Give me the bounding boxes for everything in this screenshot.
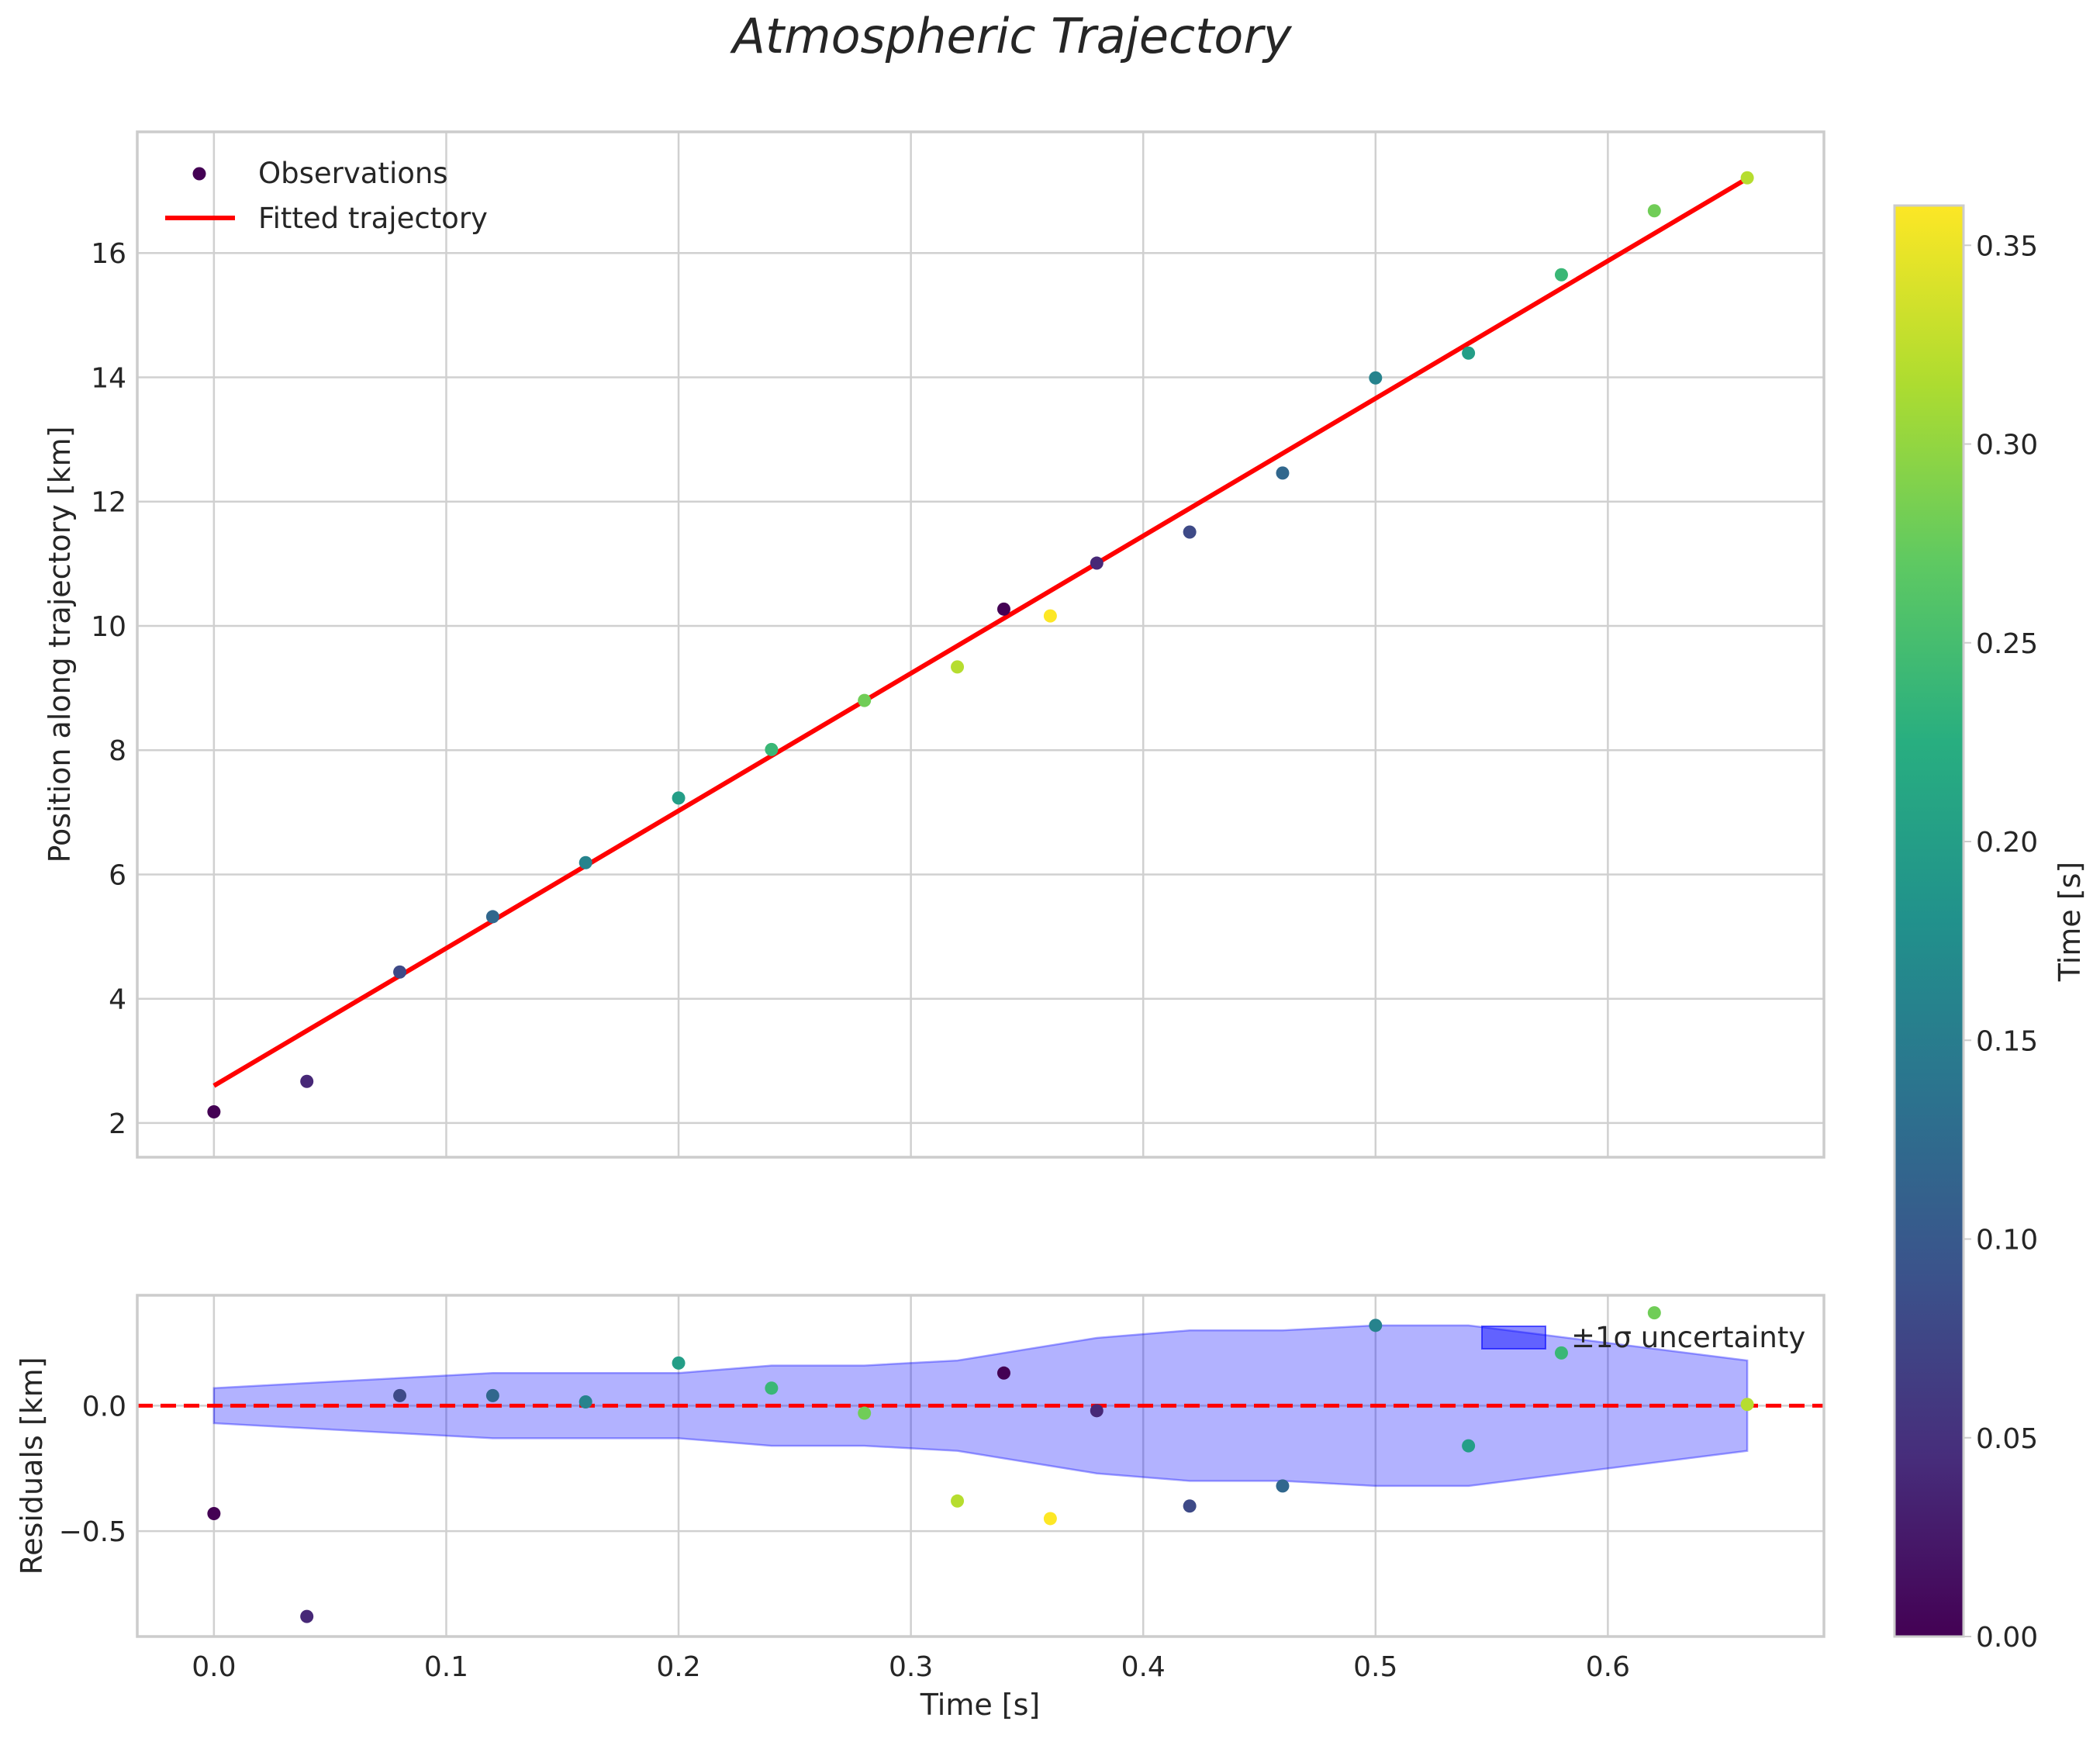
observation-point-10 [1043,609,1057,623]
observation-point-0 [207,1105,221,1119]
time-x-tick-label-0: 0.0 [192,1651,236,1683]
time-x-tick-labels: 0.0 0.1 0.2 0.3 0.4 0.5 0.6 [192,1651,1630,1683]
observation-point-3 [485,910,499,924]
observation-point-4 [579,855,592,869]
time-x-tick-label-3: 0.3 [889,1651,933,1683]
residual-point-18 [1740,1398,1754,1412]
colorbar-label: Time [s] [2053,862,2087,983]
fitted-trajectory-line [212,176,1749,1088]
trajectory-legend: Observations Fitted trajectory [165,157,488,235]
colorbar-tick-label-6: 0.30 [1976,430,2038,461]
trajectory-marks [207,171,1754,1119]
residual-point-8 [951,1494,965,1508]
legend-observations-label: Observations [258,157,448,190]
trajectory-y-tick-label-4: 10 [91,611,126,643]
residuals-panel: −0.5 0.0 0.0 0.1 0.2 0.3 0.4 0.5 0.6 Residuals … [15,1294,1825,1722]
residuals-y-tick-label-0: −0.5 [59,1516,126,1548]
time-x-tick-label-4: 0.4 [1121,1651,1166,1683]
residual-point-7 [858,1406,872,1420]
trajectory-y-tick-label-1: 4 [109,984,126,1016]
observation-point-8 [951,660,965,674]
residual-point-11 [1090,1404,1104,1418]
observation-point-6 [765,742,779,756]
chart-title: Atmospheric Trajectory [729,8,1292,64]
trajectory-y-tick-label-3: 8 [109,735,126,767]
legend-observations-marker [192,167,206,181]
residuals-y-axis-label: Residuals [km] [15,1357,49,1574]
trajectory-panel-background [137,132,1824,1157]
residuals-legend: ±1σ uncertainty [1481,1321,1805,1354]
trajectory-y-tick-label-5: 12 [91,487,126,519]
residual-point-6 [765,1381,779,1395]
legend-uncertainty-swatch [1481,1326,1546,1350]
observation-point-11 [1090,556,1104,570]
colorbar-tick-label-2: 0.10 [1976,1225,2038,1256]
residual-point-4 [579,1395,592,1408]
observation-point-2 [393,965,407,979]
residual-point-10 [1043,1512,1057,1526]
colorbar-tick-label-7: 0.35 [1976,230,2038,262]
observation-point-15 [1462,346,1476,360]
observation-point-9 [996,602,1010,616]
observation-point-17 [1647,204,1661,218]
legend-uncertainty-label: ±1σ uncertainty [1571,1321,1805,1354]
residual-point-0 [207,1506,221,1520]
residual-point-15 [1462,1439,1476,1453]
trajectory-gridlines [137,132,1824,1157]
trajectory-y-tick-labels: 2 4 6 8 10 12 14 16 [91,238,126,1140]
residual-point-9 [996,1366,1010,1380]
residual-point-14 [1369,1319,1383,1332]
time-x-tick-label-2: 0.2 [656,1651,700,1683]
residuals-y-tick-label-1: 0.0 [82,1391,126,1422]
trajectory-y-tick-label-7: 16 [91,238,126,270]
trajectory-y-tick-label-6: 14 [91,362,126,394]
residual-point-16 [1554,1346,1568,1360]
residuals-panel-background [137,1295,1824,1637]
residuals-panel-frame [136,1294,1825,1638]
residuals-marks [137,1306,1824,1623]
colorbar-tick-label-4: 0.20 [1976,827,2038,859]
observation-point-1 [300,1074,314,1088]
residual-point-12 [1183,1499,1197,1513]
colorbar-tick-label-5: 0.25 [1976,628,2038,660]
observation-point-18 [1740,171,1754,185]
colorbar-tick-label-0: 0.00 [1976,1622,2038,1654]
legend-fit-label: Fitted trajectory [258,202,488,235]
colorbar-tick-labels: 0.00 0.05 0.10 0.15 0.20 0.25 0.30 0.35 [1964,230,2038,1654]
residual-point-1 [300,1609,314,1623]
time-x-axis-label: Time [s] [920,1688,1041,1722]
observation-point-14 [1369,371,1383,385]
residual-point-5 [672,1356,686,1370]
trajectory-panel: 2 4 6 8 10 12 14 16 Position along trajectory [… [43,130,1825,1159]
residual-point-13 [1276,1479,1290,1493]
trajectory-y-tick-label-0: 2 [109,1108,126,1140]
time-x-tick-label-6: 0.6 [1586,1651,1630,1683]
colorbar-tick-label-3: 0.15 [1976,1025,2038,1057]
observation-point-7 [858,693,872,707]
observation-point-13 [1276,466,1290,480]
observation-point-5 [672,791,686,805]
time-x-tick-label-5: 0.5 [1353,1651,1397,1683]
residual-point-3 [485,1388,499,1402]
colorbar: 0.00 0.05 0.10 0.15 0.20 0.25 0.30 0.35 Time [s… [1893,204,2087,1654]
trajectory-y-tick-label-2: 6 [109,859,126,891]
trajectory-y-axis-label: Position along trajectory [km] [43,426,77,862]
colorbar-tick-label-1: 0.05 [1976,1423,2038,1455]
residual-point-2 [393,1388,407,1402]
trajectory-panel-frame [136,130,1825,1159]
residual-point-17 [1647,1306,1661,1320]
time-x-tick-label-1: 0.1 [424,1651,468,1683]
colorbar-gradient [1893,204,1965,1638]
observation-point-12 [1183,525,1197,539]
observation-point-16 [1554,268,1568,282]
residuals-y-tick-labels: −0.5 0.0 [59,1391,126,1548]
